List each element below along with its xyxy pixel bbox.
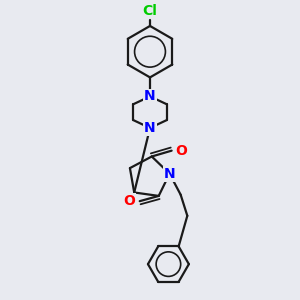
Text: Cl: Cl	[142, 4, 158, 18]
Text: N: N	[144, 89, 156, 103]
Text: O: O	[176, 144, 188, 158]
Text: O: O	[124, 194, 136, 208]
Text: N: N	[164, 167, 176, 181]
Text: N: N	[144, 121, 156, 135]
